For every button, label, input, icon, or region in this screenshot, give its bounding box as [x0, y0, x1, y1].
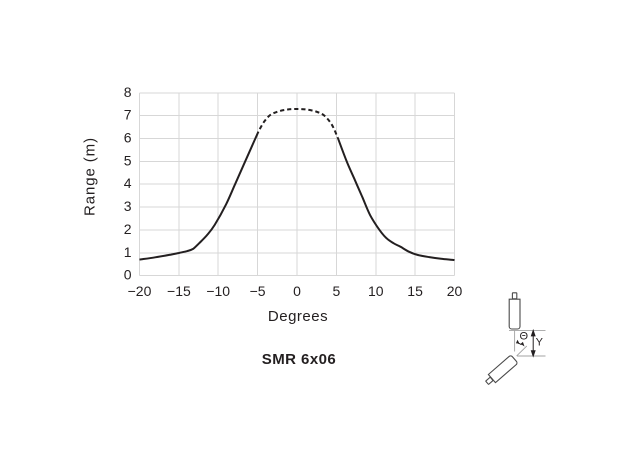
- svg-text:5: 5: [333, 283, 341, 299]
- svg-text:15: 15: [407, 283, 423, 299]
- svg-text:3: 3: [124, 198, 132, 214]
- svg-text:−10: −10: [206, 283, 230, 299]
- svg-text:7: 7: [124, 107, 132, 123]
- svg-text:5: 5: [124, 152, 132, 168]
- svg-text:1: 1: [124, 244, 132, 260]
- svg-text:−15: −15: [167, 283, 191, 299]
- svg-text:20: 20: [447, 283, 463, 299]
- svg-text:Θ: Θ: [520, 330, 529, 342]
- svg-text:10: 10: [368, 283, 384, 299]
- svg-text:Degrees: Degrees: [268, 308, 328, 325]
- svg-text:6: 6: [124, 130, 132, 146]
- svg-text:8: 8: [124, 84, 132, 100]
- svg-text:−20: −20: [128, 283, 152, 299]
- svg-text:4: 4: [124, 175, 132, 191]
- svg-text:2: 2: [124, 221, 132, 237]
- svg-text:0: 0: [124, 267, 132, 283]
- svg-text:−5: −5: [250, 283, 266, 299]
- svg-text:Range (m): Range (m): [82, 137, 99, 216]
- svg-text:0: 0: [293, 283, 301, 299]
- svg-text:Y: Y: [536, 337, 544, 349]
- svg-text:SMR 6x06: SMR 6x06: [262, 351, 336, 368]
